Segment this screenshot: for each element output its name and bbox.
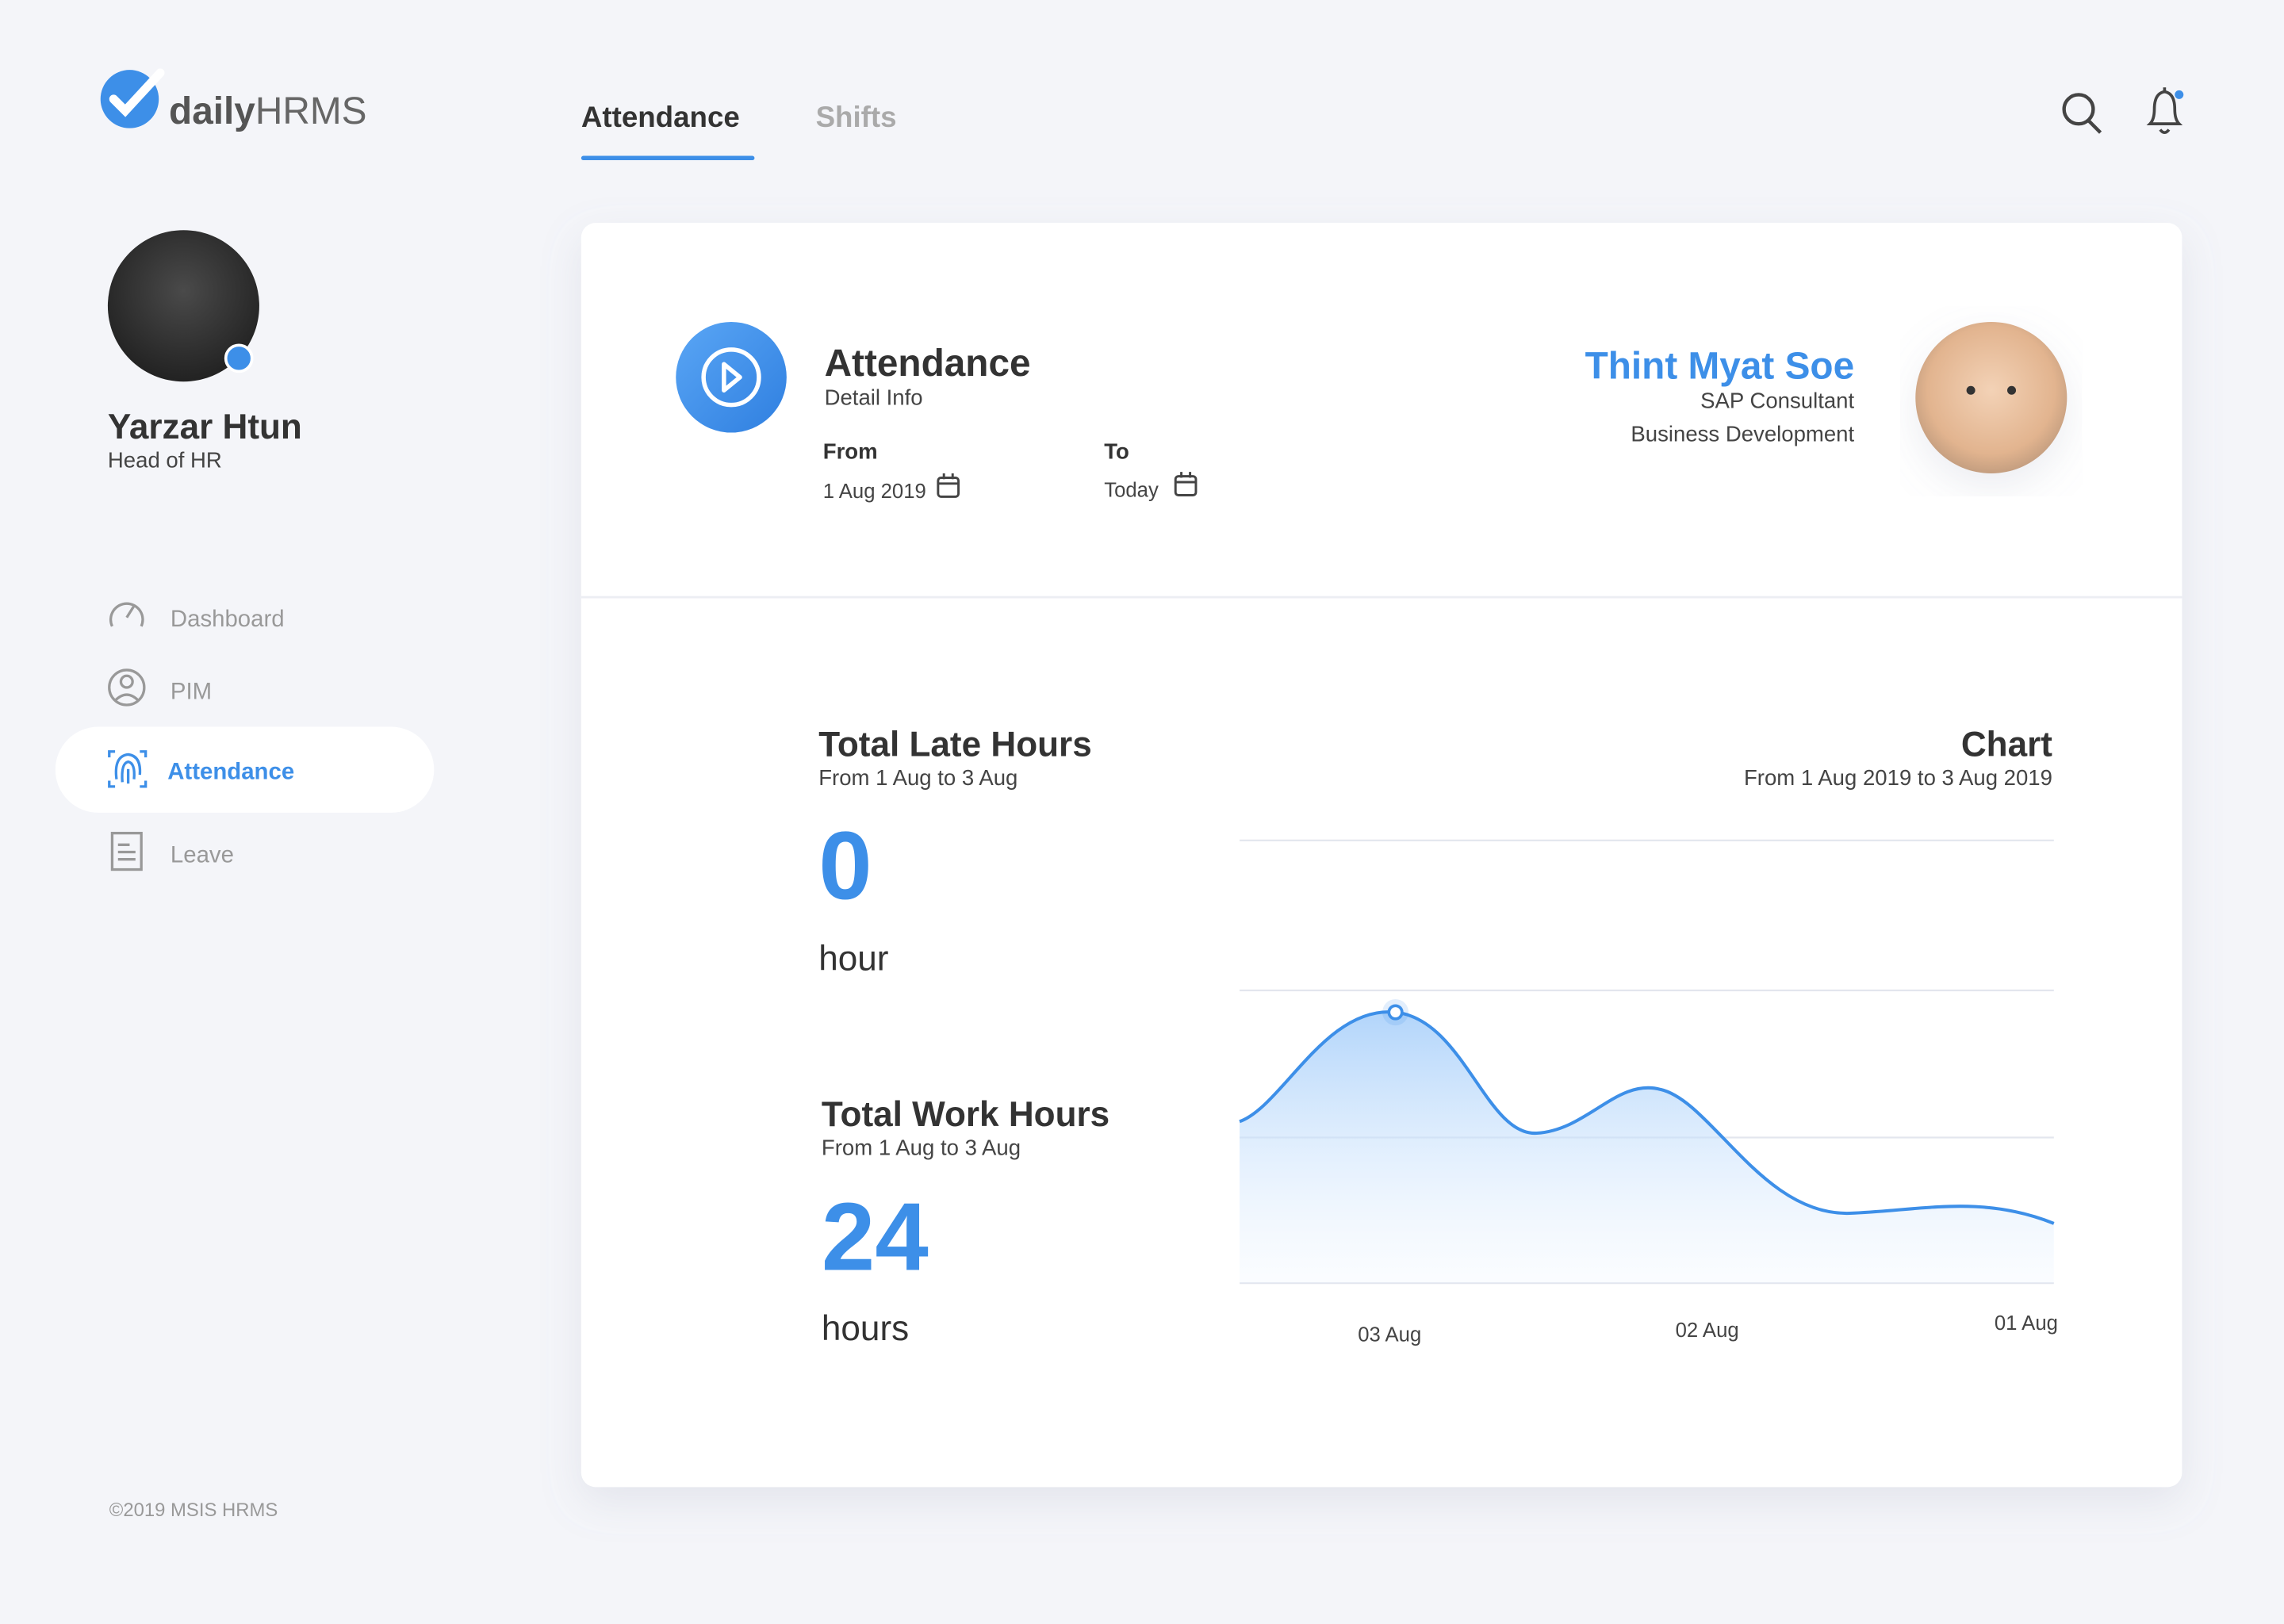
from-value[interactable]: 1 Aug 2019 xyxy=(823,481,926,503)
notification-dot xyxy=(2175,90,2184,99)
stat-range: From 1 Aug to 3 Aug xyxy=(822,1136,1021,1160)
tab-underline xyxy=(581,155,755,161)
nav-item[interactable]: Leave xyxy=(171,841,234,868)
user-avatar xyxy=(107,230,259,382)
stat-unit: hours xyxy=(822,1309,909,1348)
logo-bold: daily xyxy=(169,90,255,132)
logo: dailyHRMS xyxy=(100,68,366,132)
user-name: Yarzar Htun xyxy=(108,408,302,446)
nav-item[interactable]: Dashboard xyxy=(171,606,285,632)
to-label: To xyxy=(1104,439,1129,464)
card-title: Attendance xyxy=(825,343,1031,385)
chart-point[interactable] xyxy=(1387,1004,1404,1021)
dashboard-icon xyxy=(109,602,144,627)
tab[interactable]: Attendance xyxy=(581,101,740,133)
to-value[interactable]: Today xyxy=(1104,479,1159,501)
stat-title: Total Late Hours xyxy=(818,725,1092,764)
dashboard-needle xyxy=(125,605,136,619)
play-triangle xyxy=(722,362,742,393)
attendance-icon xyxy=(108,750,148,788)
stat-value: 0 xyxy=(818,811,872,919)
x-tick-label: 02 Aug xyxy=(1676,1320,1739,1342)
status-dot xyxy=(224,343,254,373)
card xyxy=(581,223,2182,1488)
employee-department: Business Development xyxy=(1631,422,1854,446)
stat-title: Total Work Hours xyxy=(822,1095,1109,1134)
nav-item-active[interactable]: Attendance xyxy=(167,759,294,785)
logo-text: dailyHRMS xyxy=(169,90,366,132)
stat-unit: hour xyxy=(818,939,888,978)
footer: ©2019 MSIS HRMS xyxy=(109,1500,278,1521)
x-tick-label: 01 Aug xyxy=(1995,1312,2058,1335)
nav-active-bg xyxy=(55,726,435,813)
user-role: Head of HR xyxy=(108,448,222,473)
chart-subtitle: From 1 Aug 2019 to 3 Aug 2019 xyxy=(1744,765,2052,790)
logo-check xyxy=(109,68,165,117)
chart-line xyxy=(1239,1010,2055,1225)
card-subtitle: Detail Info xyxy=(825,385,923,410)
search-icon[interactable] xyxy=(2062,93,2102,134)
x-tick-label: 03 Aug xyxy=(1358,1324,1421,1346)
nav-item[interactable]: PIM xyxy=(171,679,212,705)
play-button[interactable] xyxy=(676,321,787,433)
tab[interactable]: Shifts xyxy=(816,101,897,133)
chart-title: Chart xyxy=(1961,725,2052,764)
calendar-icons[interactable] xyxy=(937,472,1198,498)
leave-icon xyxy=(110,831,143,871)
cat-eyes xyxy=(1966,385,2017,395)
stat-range: From 1 Aug to 3 Aug xyxy=(818,765,1017,790)
logo-light: HRMS xyxy=(255,90,367,132)
play-ring xyxy=(701,347,761,408)
stat-value: 24 xyxy=(822,1183,929,1291)
employee-name: Thint Myat Soe xyxy=(1585,346,1855,388)
employee-photo xyxy=(1915,321,2067,473)
employee-title: SAP Consultant xyxy=(1700,388,1854,412)
notification-icon[interactable] xyxy=(2146,87,2183,134)
nav-icons xyxy=(108,602,148,871)
pim-icon xyxy=(108,668,146,707)
chart-area xyxy=(1240,1012,2054,1284)
from-label: From xyxy=(823,439,878,464)
